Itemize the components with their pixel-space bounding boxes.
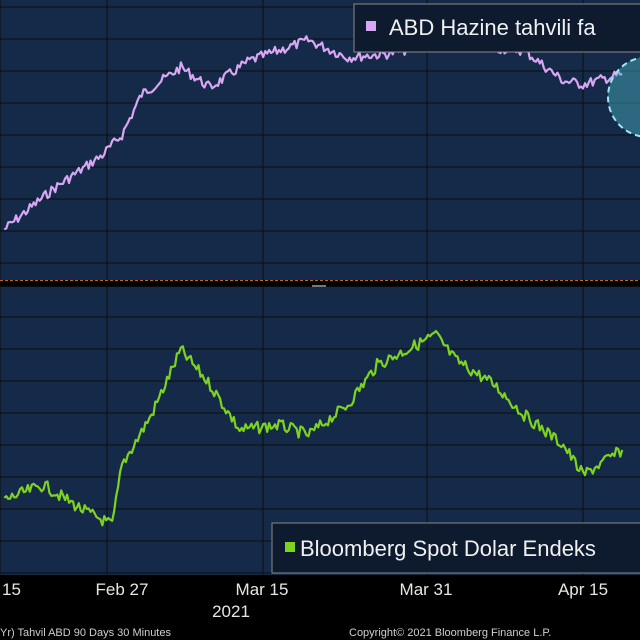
x-tick-label: Apr 15: [558, 580, 608, 599]
footer-copyright: Copyright© 2021 Bloomberg Finance L.P.: [349, 627, 551, 639]
x-axis-ticks: 15 Feb 27 Mar 15 Mar 31 Apr 15: [2, 580, 608, 599]
x-tick-label: 15: [2, 580, 21, 599]
highlight-circle: [607, 56, 640, 138]
bottom-panel: Bloomberg Spot Dolar Endeks: [0, 287, 640, 575]
top-legend-box: [353, 3, 640, 53]
top-legend-label: ABD Hazine tahvili fa: [389, 15, 596, 40]
x-tick-label: Mar 15: [236, 580, 289, 599]
bottom-legend: Bloomberg Spot Dolar Endeks: [271, 522, 640, 574]
bottom-legend-swatch: [285, 542, 295, 552]
x-tick-label: Feb 27: [96, 580, 149, 599]
top-legend: ABD Hazine tahvili fa: [353, 3, 640, 53]
bottom-legend-label: Bloomberg Spot Dolar Endeks: [300, 536, 596, 561]
footer-left-text: Yr) Tahvil ABD 90 Days 30 Minutes: [0, 627, 171, 639]
x-axis-year-label: 2021: [212, 602, 250, 621]
top-series-group: [3, 35, 623, 231]
x-tick-label: Mar 31: [400, 580, 453, 599]
top-panel: ABD Hazine tahvili fa: [0, 0, 640, 280]
bottom-series-group: [3, 329, 624, 527]
x-axis-band: [0, 575, 640, 621]
panel-divider: [0, 280, 640, 287]
top-legend-swatch: [366, 21, 376, 31]
divider-band: [0, 280, 640, 286]
dollar-index-line: [3, 329, 624, 527]
x-axis: 15 Feb 27 Mar 15 Mar 31 Apr 15 2021: [0, 575, 640, 621]
footer-band: [0, 621, 640, 640]
footer: Yr) Tahvil ABD 90 Days 30 Minutes Copyri…: [0, 621, 640, 640]
treasury-yield-line: [3, 35, 623, 231]
divider-handle[interactable]: [312, 285, 326, 287]
bottom-legend-box: [271, 522, 640, 574]
